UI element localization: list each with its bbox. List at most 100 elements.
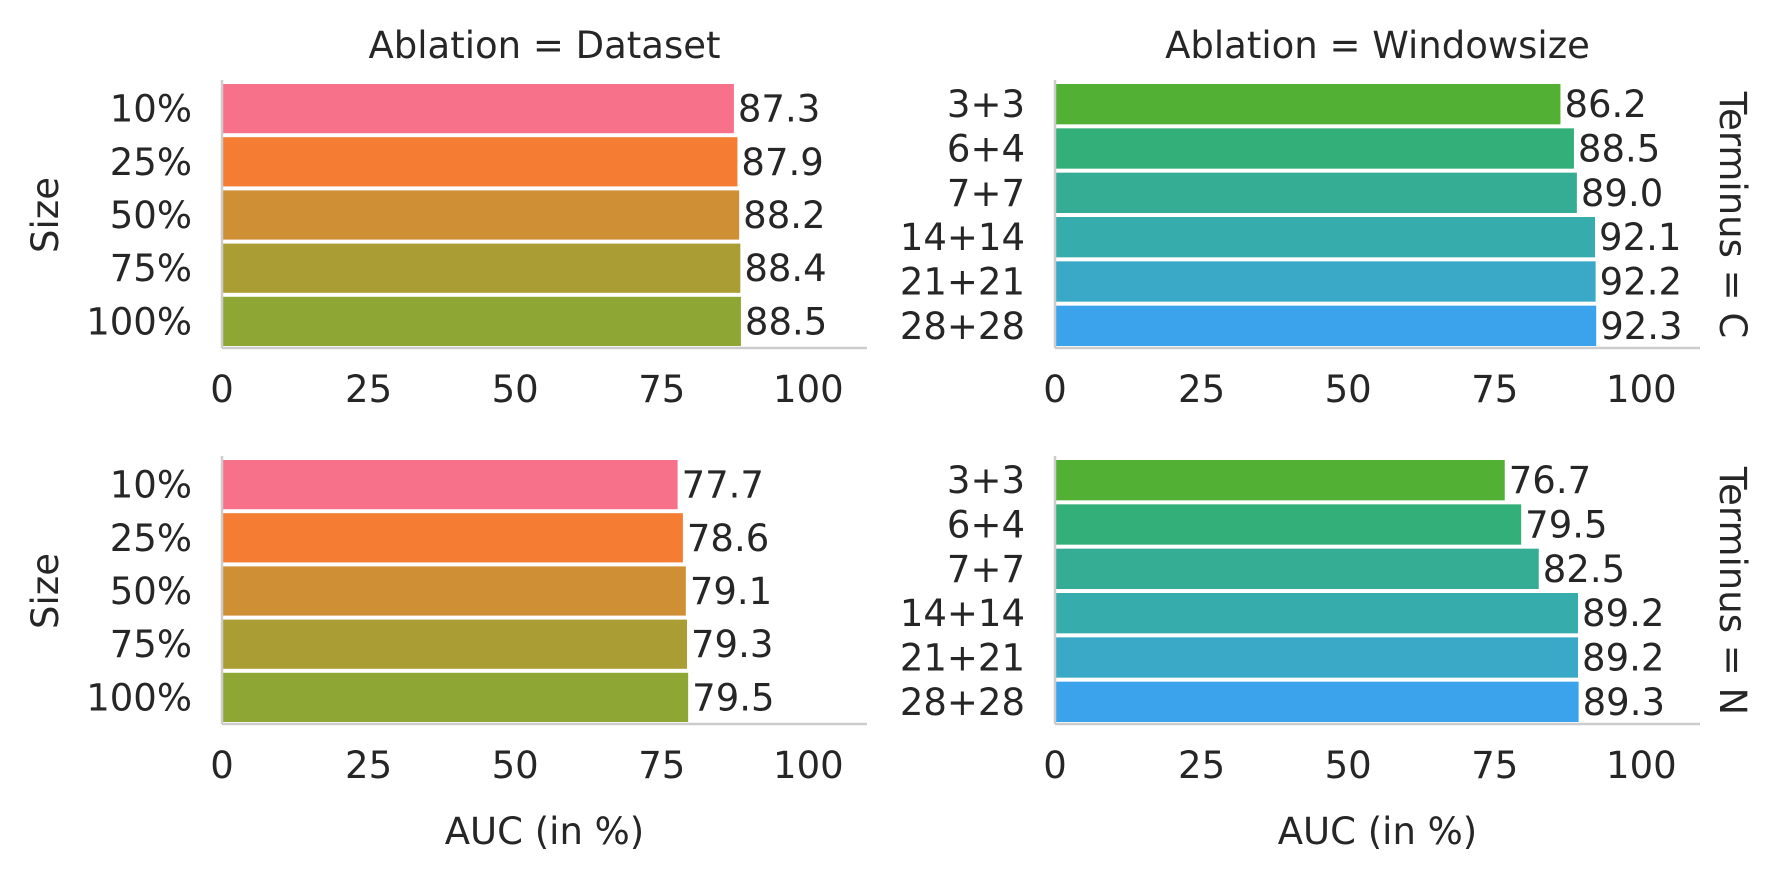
x-axis-title: AUC (in %) [445,810,645,853]
x-tick-label: 100 [773,744,844,787]
bar-value-label: 87.3 [738,88,820,131]
bar-value-label: 79.5 [1525,504,1607,547]
y-axis-title: Size [24,553,67,629]
bar-value-label: 82.5 [1543,548,1625,591]
y-tick-label: 75% [110,247,192,290]
x-tick-label: 25 [345,368,392,411]
y-tick-label: 100% [86,300,192,343]
bar-value-label: 92.2 [1600,261,1682,304]
y-tick-label: 100% [86,676,192,719]
y-tick-label: 14+14 [900,216,1025,259]
x-tick-label: 25 [1178,744,1225,787]
x-tick-label: 50 [492,368,539,411]
bar [1056,261,1596,302]
bar-value-label: 88.5 [1578,128,1660,171]
bar [223,84,734,134]
bar [1056,305,1597,346]
bar [1056,460,1505,501]
bar [223,513,683,563]
bar [223,460,678,510]
bar-value-label: 89.3 [1583,681,1665,724]
bar [1056,504,1522,545]
x-tick-label: 0 [210,744,234,787]
bar [223,672,689,722]
bar [223,137,738,187]
y-tick-label: 28+28 [900,305,1025,348]
x-tick-label: 100 [1606,744,1677,787]
bar-value-label: 88.5 [745,300,827,343]
x-tick-label: 100 [1606,368,1677,411]
y-tick-label: 25% [110,517,192,560]
chart-titles: Ablation = Dataset Ablation = Windowsize T… [368,24,1754,715]
y-tick-label: 10% [110,88,192,131]
bar [1056,172,1577,213]
x-tick-label: 25 [1178,368,1225,411]
x-tick-label: 50 [492,744,539,787]
x-tick-label: 0 [1043,744,1067,787]
row-title: Terminus = C [1711,91,1754,339]
x-tick-label: 25 [345,744,392,787]
x-axis-title: AUC (in %) [1278,810,1478,853]
bar [223,296,741,346]
bar-value-label: 78.6 [687,517,769,560]
x-tick-label: 75 [638,744,685,787]
panel-0-1: 86.2 3+3 88.5 6+4 89.0 7+7 92.1 14+14 92.2 21+21 9… [900,80,1700,411]
x-tick-label: 50 [1325,744,1372,787]
y-tick-label: 6+4 [947,504,1025,547]
panel-1-1: 76.7 3+3 79.5 6+4 82.5 7+7 89.2 14+14 89.2 21+21 8… [900,456,1700,853]
y-tick-label: 3+3 [947,83,1025,126]
bar-value-label: 89.2 [1582,592,1664,635]
x-tick-label: 50 [1325,368,1372,411]
bar-value-label: 79.1 [690,570,772,613]
y-tick-label: 21+21 [900,261,1025,304]
bar-value-label: 87.9 [741,141,823,184]
chart-panels: 87.3 10% 87.9 25% 88.2 50% 88.4 75% 88.5 100% 0 25 5… [24,80,1700,853]
bar [223,243,741,293]
bar-value-label: 76.7 [1509,459,1591,502]
panel-0-0: 87.3 10% 87.9 25% 88.2 50% 88.4 75% 88.5 100% 0 25 5… [24,80,867,411]
bar-value-label: 79.5 [692,676,774,719]
bar [1056,548,1539,589]
bar-value-label: 86.2 [1564,83,1646,126]
column-title: Ablation = Dataset [368,24,720,67]
bar [1056,681,1579,722]
y-axis-title: Size [24,177,67,253]
bar [1056,128,1574,169]
y-tick-label: 75% [110,623,192,666]
bar-value-label: 79.3 [691,623,773,666]
y-tick-label: 25% [110,141,192,184]
bar-value-label: 89.2 [1582,637,1664,680]
y-tick-label: 7+7 [947,172,1025,215]
x-tick-label: 75 [638,368,685,411]
bar-value-label: 88.2 [743,194,825,237]
y-tick-label: 10% [110,464,192,507]
bar [1056,637,1579,678]
panel-1-0: 77.7 10% 78.6 25% 79.1 50% 79.3 75% 79.5 100% 0 25 5… [24,456,867,853]
y-tick-label: 7+7 [947,548,1025,591]
y-tick-label: 14+14 [900,592,1025,635]
y-tick-label: 50% [110,194,192,237]
bar-value-label: 88.4 [744,247,826,290]
bar [223,566,686,616]
x-tick-label: 75 [1471,368,1518,411]
bar-value-label: 92.1 [1599,216,1681,259]
bar [223,190,740,240]
bar [1056,217,1596,258]
x-tick-label: 0 [210,368,234,411]
column-title: Ablation = Windowsize [1165,24,1590,67]
bar-value-label: 77.7 [682,464,764,507]
bar-value-label: 89.0 [1581,172,1663,215]
row-title: Terminus = N [1711,466,1754,715]
y-tick-label: 6+4 [947,128,1025,171]
y-tick-label: 50% [110,570,192,613]
y-tick-label: 28+28 [900,681,1025,724]
bar [1056,84,1561,125]
x-tick-label: 100 [773,368,844,411]
y-tick-label: 3+3 [947,459,1025,502]
bar [223,619,687,669]
bar-value-label: 92.3 [1600,305,1682,348]
x-tick-label: 0 [1043,368,1067,411]
bar [1056,593,1579,634]
y-tick-label: 21+21 [900,637,1025,680]
